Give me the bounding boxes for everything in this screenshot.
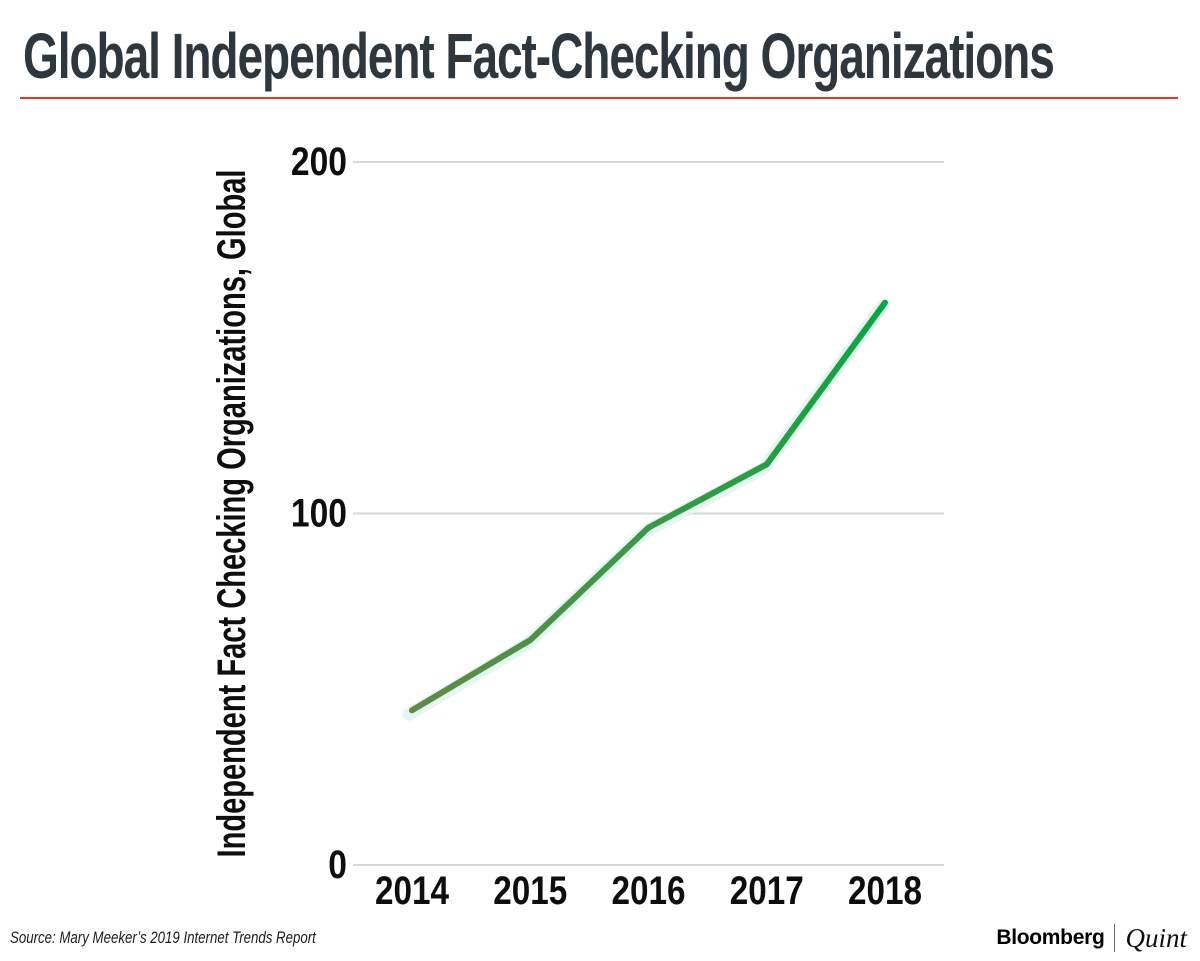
x-tick-label: 2018 (848, 869, 922, 913)
title-underline-rule (20, 97, 1178, 99)
x-tick-label: 2015 (493, 869, 567, 913)
chart-title: Global Independent Fact-Checking Organiz… (23, 20, 1055, 92)
line-shadow (402, 300, 889, 721)
logo-divider (1114, 924, 1116, 952)
quint-logo: Quint (1125, 922, 1187, 953)
data-line (409, 299, 888, 714)
y-axis-title: Independent Fact Checking Organizations,… (210, 170, 254, 858)
x-tick-label: 2017 (730, 869, 804, 913)
x-tick-label: 2014 (375, 869, 450, 913)
bloomberg-logo: Bloomberg (996, 926, 1105, 949)
source-attribution: Source: Mary Meeker’s 2019 Internet Tren… (10, 928, 316, 947)
y-tick-label: 200 (291, 140, 347, 184)
x-tick-label: 2016 (612, 869, 686, 913)
y-tick-label: 0 (328, 843, 347, 887)
publisher-logo: Bloomberg Quint (996, 922, 1187, 954)
y-tick-label: 100 (291, 492, 347, 536)
